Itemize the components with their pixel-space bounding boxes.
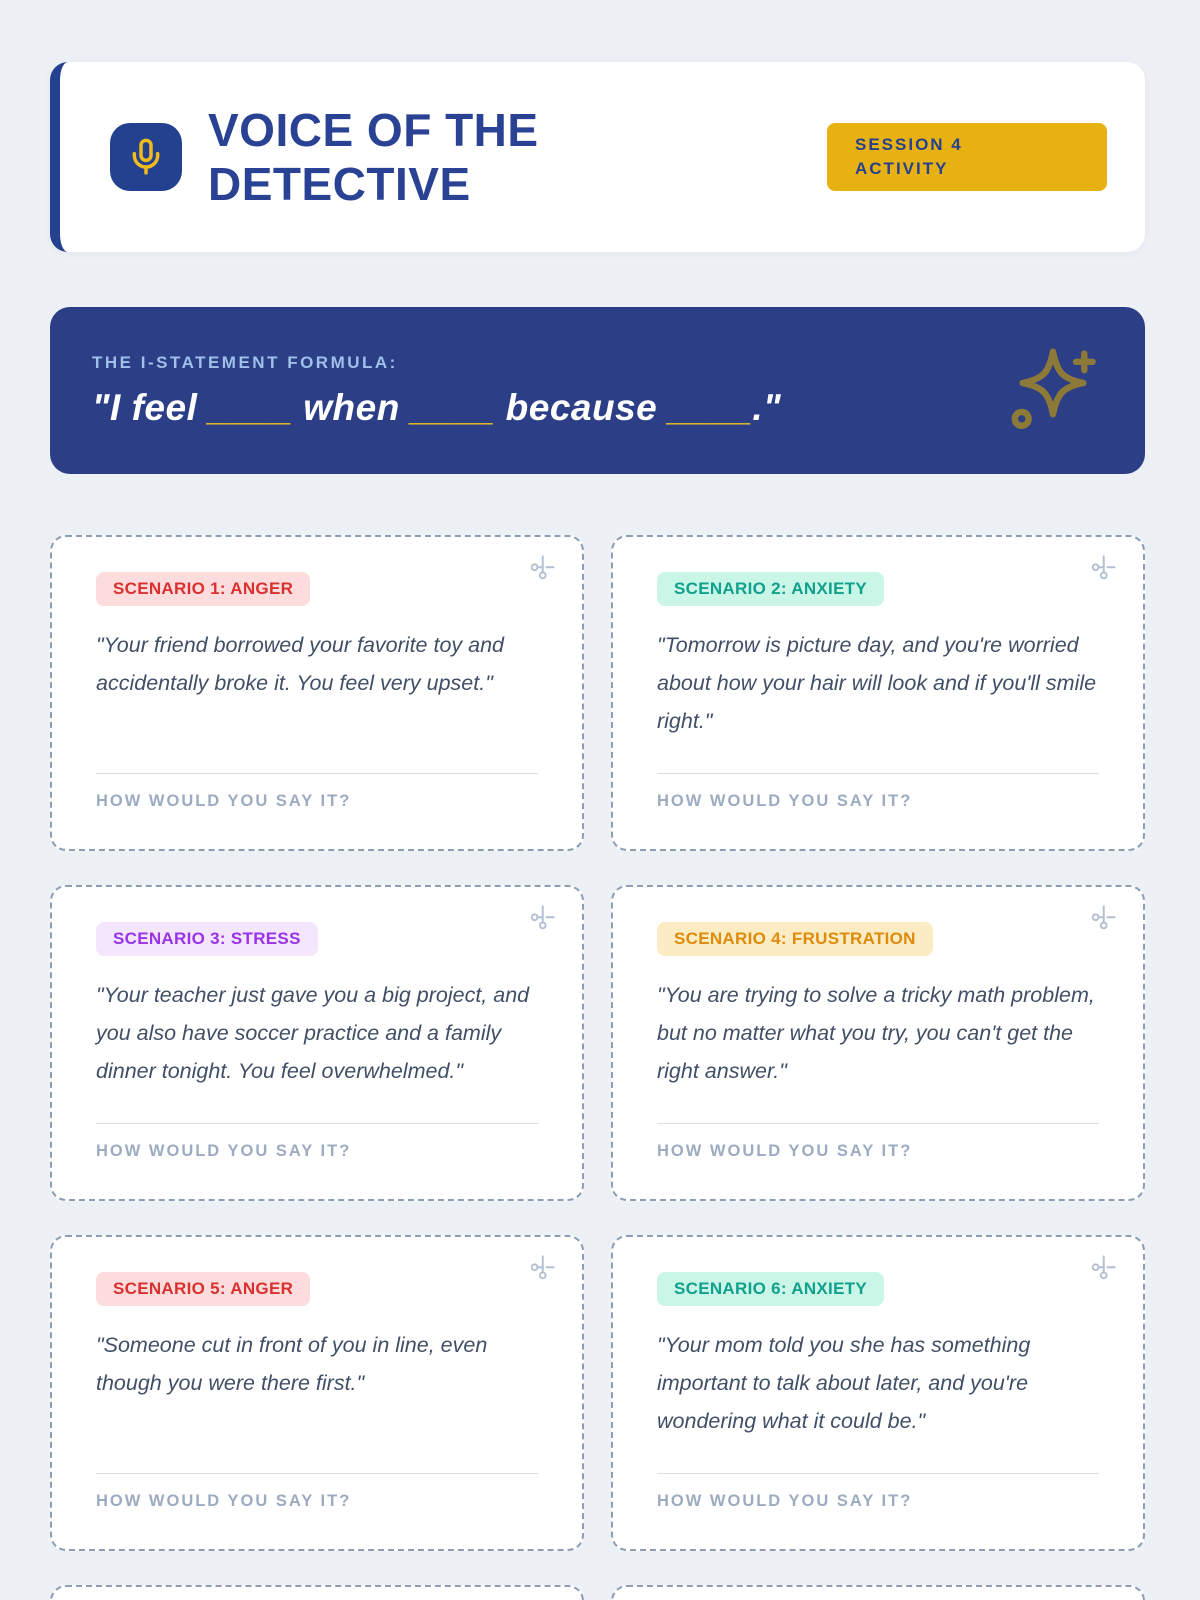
formula-label: THE I-STATEMENT FORMULA: bbox=[92, 352, 398, 372]
card-prompt: HOW WOULD YOU SAY IT? bbox=[96, 792, 352, 810]
page-title: VOICE OF THE DETECTIVE bbox=[208, 104, 539, 210]
formula-text: "I feel ____ when ____ because ____." bbox=[92, 386, 782, 428]
card-divider bbox=[96, 1473, 538, 1474]
scenario-card bbox=[50, 1585, 584, 1600]
scenario-quote: "Your friend borrowed your favorite toy … bbox=[96, 633, 504, 695]
scenario-quote: "Your teacher just gave you a big projec… bbox=[96, 983, 530, 1083]
scenario-card: SCENARIO 3: STRESS "Your teacher just ga… bbox=[50, 885, 584, 1201]
sparkles-icon bbox=[1007, 342, 1099, 439]
session-badge-line1: SESSION 4 bbox=[855, 135, 963, 154]
scissors-icon bbox=[526, 551, 562, 587]
scenario-card: SCENARIO 1: ANGER "Your friend borrowed … bbox=[50, 535, 584, 851]
scenario-badge: SCENARIO 2: ANXIETY bbox=[657, 572, 885, 606]
header: VOICE OF THE DETECTIVE SESSION 4 ACTIVIT… bbox=[50, 62, 1145, 252]
scenario-quote: "Tomorrow is picture day, and you're wor… bbox=[657, 633, 1097, 733]
card-spacer bbox=[657, 1090, 1099, 1123]
scenario-cards-grid: SCENARIO 1: ANGER "Your friend borrowed … bbox=[50, 535, 1145, 1600]
scenario-badge: SCENARIO 4: FRUSTRATION bbox=[657, 922, 933, 956]
scenario-badge: SCENARIO 6: ANXIETY bbox=[657, 1272, 885, 1306]
card-spacer bbox=[96, 1090, 538, 1123]
scenario-card: SCENARIO 2: ANXIETY "Tomorrow is picture… bbox=[611, 535, 1145, 851]
formula-blank: ____ bbox=[208, 386, 293, 428]
card-spacer bbox=[657, 1440, 1099, 1473]
scenario-badge: SCENARIO 3: STRESS bbox=[96, 922, 318, 956]
scenario-badge: SCENARIO 5: ANGER bbox=[96, 1272, 311, 1306]
card-divider bbox=[96, 1123, 538, 1124]
scissors-icon bbox=[1087, 551, 1123, 587]
session-badge-line2: ACTIVITY bbox=[855, 159, 949, 178]
card-divider bbox=[657, 1123, 1099, 1124]
card-prompt: HOW WOULD YOU SAY IT? bbox=[96, 1142, 352, 1160]
scenario-card: SCENARIO 5: ANGER "Someone cut in front … bbox=[50, 1235, 584, 1551]
card-divider bbox=[657, 1473, 1099, 1474]
scissors-icon bbox=[1087, 901, 1123, 937]
scenario-card: SCENARIO 6: ANXIETY "Your mom told you s… bbox=[611, 1235, 1145, 1551]
card-spacer bbox=[657, 740, 1099, 773]
formula-blank: ____ bbox=[668, 386, 753, 428]
card-divider bbox=[96, 773, 538, 774]
card-divider bbox=[657, 773, 1099, 774]
session-badge: SESSION 4 ACTIVITY bbox=[827, 123, 1107, 191]
microphone-icon bbox=[110, 123, 182, 191]
card-spacer bbox=[96, 702, 538, 773]
formula-blank: ____ bbox=[410, 386, 495, 428]
scissors-icon bbox=[526, 1251, 562, 1287]
card-spacer bbox=[96, 1402, 538, 1473]
scenario-quote: "Someone cut in front of you in line, ev… bbox=[96, 1333, 488, 1395]
scissors-icon bbox=[526, 901, 562, 937]
scissors-icon bbox=[1087, 1251, 1123, 1287]
scenario-badge: SCENARIO 1: ANGER bbox=[96, 572, 311, 606]
card-prompt: HOW WOULD YOU SAY IT? bbox=[657, 792, 913, 810]
scenario-card: SCENARIO 4: FRUSTRATION "You are trying … bbox=[611, 885, 1145, 1201]
scenario-quote: "You are trying to solve a tricky math p… bbox=[657, 983, 1095, 1083]
scenario-card bbox=[611, 1585, 1145, 1600]
card-prompt: HOW WOULD YOU SAY IT? bbox=[657, 1142, 913, 1160]
scenario-quote: "Your mom told you she has something imp… bbox=[657, 1333, 1031, 1433]
card-prompt: HOW WOULD YOU SAY IT? bbox=[96, 1492, 352, 1510]
formula-banner: THE I-STATEMENT FORMULA: "I feel ____ wh… bbox=[50, 307, 1145, 474]
card-prompt: HOW WOULD YOU SAY IT? bbox=[657, 1492, 913, 1510]
